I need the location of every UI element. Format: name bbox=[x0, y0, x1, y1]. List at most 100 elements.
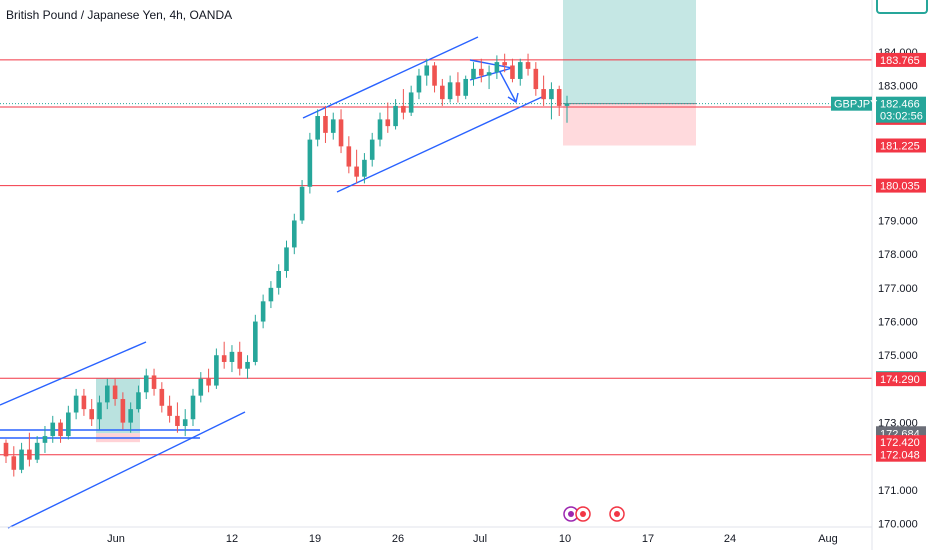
candle-body bbox=[245, 361, 250, 369]
candle-body bbox=[42, 436, 48, 443]
candle-body bbox=[393, 105, 398, 127]
candle-body bbox=[533, 68, 539, 90]
candle-body bbox=[66, 412, 71, 437]
badge-174.290 bbox=[876, 372, 926, 387]
trendline-0 bbox=[0, 341, 147, 406]
arrow-head bbox=[507, 92, 519, 104]
candle-body bbox=[128, 409, 133, 423]
candle-body bbox=[120, 399, 126, 423]
candle-body bbox=[253, 321, 258, 362]
badge-183.765 bbox=[876, 52, 926, 67]
badge-text-174.290: 174.290 bbox=[880, 374, 920, 386]
trendline-5 bbox=[336, 96, 543, 193]
event-marker-dot-2 bbox=[614, 511, 620, 517]
chart-corner-button[interactable] bbox=[876, 0, 928, 14]
candle-body bbox=[260, 301, 266, 322]
candle-body bbox=[136, 392, 141, 410]
y-tick-177.000: 177.000 bbox=[878, 283, 918, 295]
loss-zone bbox=[563, 103, 696, 146]
trendline-1 bbox=[7, 411, 246, 529]
candle-body bbox=[81, 395, 87, 410]
candle-body bbox=[416, 75, 422, 93]
candle-body bbox=[510, 65, 515, 79]
candle-body bbox=[377, 119, 383, 140]
candle-body bbox=[525, 62, 531, 69]
price-badge bbox=[876, 96, 926, 123]
candle-body bbox=[214, 355, 219, 386]
candle-body bbox=[549, 89, 554, 100]
candle-body bbox=[463, 78, 469, 96]
y-tick-175.000: 175.000 bbox=[878, 350, 918, 362]
candle-body bbox=[307, 139, 313, 187]
price-axis: 170.000171.000172.000173.000175.000176.0… bbox=[831, 0, 926, 550]
x-tick-Jul: Jul bbox=[473, 533, 487, 545]
candle-body bbox=[338, 119, 344, 147]
candle-body bbox=[494, 62, 500, 73]
candle-body bbox=[401, 105, 406, 113]
old-profit-zone bbox=[96, 378, 140, 434]
y-tick-179.000: 179.000 bbox=[878, 215, 918, 227]
price-badge-countdown: 03:02:56 bbox=[880, 111, 923, 123]
candle-body bbox=[229, 351, 235, 362]
x-tick-26: 26 bbox=[392, 533, 404, 545]
badge-181.225 bbox=[876, 138, 926, 153]
profit-zone bbox=[563, 0, 696, 104]
candle-body bbox=[315, 116, 320, 140]
badge-172.048 bbox=[876, 447, 926, 462]
candle-body bbox=[19, 449, 24, 470]
candle-body bbox=[346, 146, 352, 167]
x-tick-Aug: Aug bbox=[818, 533, 838, 545]
candle-body bbox=[237, 351, 243, 369]
candle-body bbox=[221, 355, 227, 362]
symbol-tag-text: GBPJPY bbox=[834, 99, 878, 111]
badge-text-181.225: 181.225 bbox=[880, 140, 920, 152]
candle-body bbox=[432, 65, 437, 86]
candle-body bbox=[276, 271, 282, 288]
time-axis: Jun 12 19 26 Jul 10 17 24 Aug bbox=[0, 526, 872, 545]
candle-body bbox=[556, 89, 562, 106]
event-marker-dot-1 bbox=[580, 511, 586, 517]
chart-title: British Pound / Japanese Yen, 4h, OANDA bbox=[6, 8, 233, 22]
candle-body bbox=[564, 103, 570, 106]
candle-body bbox=[369, 139, 375, 160]
candle-body bbox=[89, 409, 95, 420]
candle-body bbox=[27, 449, 32, 460]
badge-text-172.048: 172.048 bbox=[880, 450, 920, 462]
candle-body bbox=[112, 385, 118, 400]
badge-text-180.035: 180.035 bbox=[880, 181, 920, 193]
candle-body bbox=[3, 442, 9, 457]
candle-body bbox=[299, 186, 305, 221]
candle-body bbox=[455, 82, 461, 96]
candle-body bbox=[58, 422, 63, 437]
price-badge-value: 182.466 bbox=[880, 99, 920, 111]
candle-body bbox=[385, 119, 391, 127]
y-tick-170.000: 170.000 bbox=[878, 519, 918, 531]
candle-body bbox=[143, 375, 149, 393]
x-tick-10: 10 bbox=[559, 533, 571, 545]
candle-body bbox=[34, 442, 40, 460]
trendlines bbox=[0, 36, 543, 529]
candle-body bbox=[502, 62, 507, 66]
badge-text-183.765: 183.765 bbox=[880, 55, 920, 67]
position-zones bbox=[96, 0, 696, 443]
x-tick-12: 12 bbox=[226, 533, 238, 545]
candle-body bbox=[268, 287, 274, 302]
candle-body bbox=[73, 395, 79, 413]
x-tick-19: 19 bbox=[309, 533, 321, 545]
candle-body bbox=[424, 65, 430, 76]
candle-body bbox=[206, 378, 211, 386]
badge-172.420 bbox=[876, 435, 926, 450]
candle-body bbox=[97, 402, 102, 420]
candle-body bbox=[517, 62, 523, 79]
symbol-tag bbox=[831, 96, 872, 111]
candle-body bbox=[198, 378, 204, 396]
candle-body bbox=[330, 119, 336, 133]
event-markers bbox=[563, 506, 625, 522]
candles bbox=[3, 53, 570, 477]
candle-body bbox=[104, 385, 110, 403]
candle-body bbox=[50, 422, 56, 437]
y-tick-178.000: 178.000 bbox=[878, 249, 918, 261]
x-tick-24: 24 bbox=[724, 533, 736, 545]
candle-body bbox=[323, 116, 328, 133]
